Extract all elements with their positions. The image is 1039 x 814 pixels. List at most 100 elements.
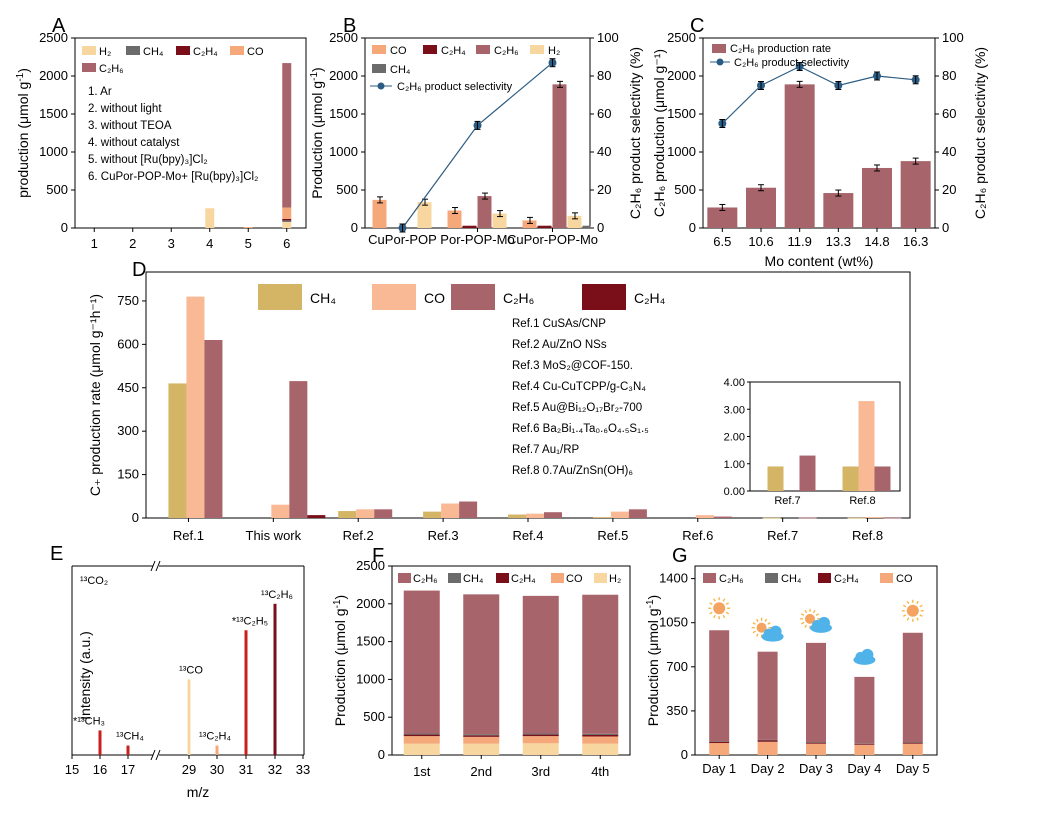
x-tick-label: Day 5	[896, 761, 930, 776]
y-tick-label: 500	[46, 182, 68, 197]
legend-swatch	[476, 45, 490, 54]
legend-label: CH₄	[143, 46, 164, 58]
x-tick-label: CuPor-POP	[368, 232, 437, 247]
y-tick-label: 2000	[329, 68, 358, 83]
sun-disc	[756, 622, 767, 633]
y-tick-label: 2500	[329, 30, 358, 45]
x-tick-label: 2	[129, 236, 136, 251]
ref-label: Ref.4 Cu-CuTCPP/g-C₃N₄	[512, 381, 646, 393]
sun-ray	[709, 602, 713, 605]
legend-swatch	[530, 45, 544, 54]
axis-label: C₂H₆ product selectivity (%)	[972, 47, 988, 219]
y-axis-label: Production (μmol g-1)	[309, 67, 325, 198]
x-tick-label: 29	[182, 762, 196, 777]
legend-marker	[377, 82, 385, 90]
x-tick-label: Ref.4	[512, 528, 543, 543]
x-tick-label: Day 2	[751, 761, 785, 776]
legend-swatch	[126, 46, 140, 55]
y-axis-label-main: Production (μmol g	[645, 608, 661, 726]
legend-swatch	[703, 573, 716, 583]
legend-label: C₂H₆	[494, 45, 519, 57]
selectivity-line	[721, 65, 916, 124]
inset-tick-label: 1.00	[724, 459, 745, 471]
cloud-part	[861, 648, 874, 661]
bar-c2h4	[462, 225, 477, 228]
bar-c2h4	[403, 734, 440, 737]
annotation-label: ¹³CO₂	[80, 575, 108, 587]
x-tick-label: Ref.1	[173, 528, 204, 543]
panel-label: G	[672, 545, 688, 567]
bar-c2h6	[628, 509, 647, 518]
panel-c-frame	[702, 37, 936, 229]
y2-tick-label: 60	[597, 106, 611, 121]
legend-label: CH₄	[390, 64, 411, 76]
sun-ray	[919, 604, 923, 608]
bar-co	[403, 736, 440, 744]
legend-label: C₂H₄	[634, 290, 666, 306]
bar-c2h4	[307, 515, 326, 518]
bar-h2	[417, 202, 432, 228]
legend-label: C₂H₆	[719, 573, 744, 585]
x-tick-label: 17	[121, 762, 135, 777]
bar-ch4	[463, 734, 500, 736]
legend-label: CO	[247, 46, 264, 58]
x-tick-label: 32	[268, 762, 282, 777]
y-tick-label: 2000	[39, 68, 68, 83]
y-axis-label-sup: -1	[15, 72, 26, 81]
bar-c2h4	[757, 740, 778, 742]
bar-co_d	[865, 517, 884, 518]
sun-ray	[725, 611, 730, 615]
bar-ch4	[757, 739, 778, 741]
peak-label: ¹³CH₄	[116, 731, 144, 743]
peak-label: *¹³C₂H₅	[232, 615, 268, 627]
axis-break	[150, 560, 156, 572]
y-tick-label: 2500	[39, 30, 68, 45]
bar-h2	[403, 743, 440, 755]
inset-tick-label: 4.00	[724, 377, 745, 389]
inset-x-label: Ref.7	[774, 495, 800, 507]
bar-h2	[522, 743, 559, 755]
legend-label: CO	[896, 573, 913, 585]
bar-c2h6	[459, 501, 478, 518]
x-tick-label: 30	[210, 762, 224, 777]
x-tick-label: 16	[93, 762, 107, 777]
bar-c2h4	[709, 742, 730, 744]
x-tick-label: 1st	[413, 764, 431, 779]
sun-ray	[713, 614, 716, 619]
legend-label: C₂H₆ production rate	[730, 43, 831, 55]
y-tick-label: 500	[363, 709, 385, 724]
condition-label: 1. Ar	[88, 86, 112, 98]
legend-swatch	[398, 573, 411, 583]
x-tick-label: Day 1	[702, 761, 736, 776]
sun-ray	[764, 618, 768, 622]
bar-c2h4	[854, 744, 875, 745]
y-axis-label: Production (μmol g-1)	[332, 595, 348, 726]
sun-ray	[804, 609, 808, 614]
legend-label: CO	[566, 573, 583, 585]
ref-label: Ref.7 Au₁/RP	[512, 444, 579, 456]
x-tick-label: 11.9	[787, 234, 811, 249]
bar-h2	[492, 213, 507, 228]
axis-break-gap	[153, 749, 159, 761]
x-tick-label: This work	[246, 528, 302, 543]
bar-ch4_d	[847, 517, 866, 519]
legend-swatch	[230, 46, 244, 55]
inset-bar-ch4_d	[842, 466, 859, 491]
bar-c2h4	[282, 218, 292, 221]
y2-tick-label: 0	[597, 220, 604, 235]
peak	[244, 630, 248, 755]
peak	[187, 679, 191, 755]
inset-tick-label: 0.00	[724, 486, 745, 498]
sun-ray	[725, 602, 730, 605]
bar-c2h6	[883, 517, 902, 519]
x-tick-label: 13.3	[826, 234, 851, 249]
sun-icon	[708, 597, 731, 620]
sun-ray	[752, 622, 756, 625]
bar-ch4_d	[762, 517, 781, 519]
legend-swatch	[880, 573, 893, 583]
legend-label: C₂H₆	[413, 573, 438, 585]
condition-label: 4. without catalyst	[88, 137, 180, 149]
sun-ray	[722, 598, 726, 602]
legend-label: CH₄	[310, 290, 336, 306]
bar-co	[463, 736, 500, 744]
